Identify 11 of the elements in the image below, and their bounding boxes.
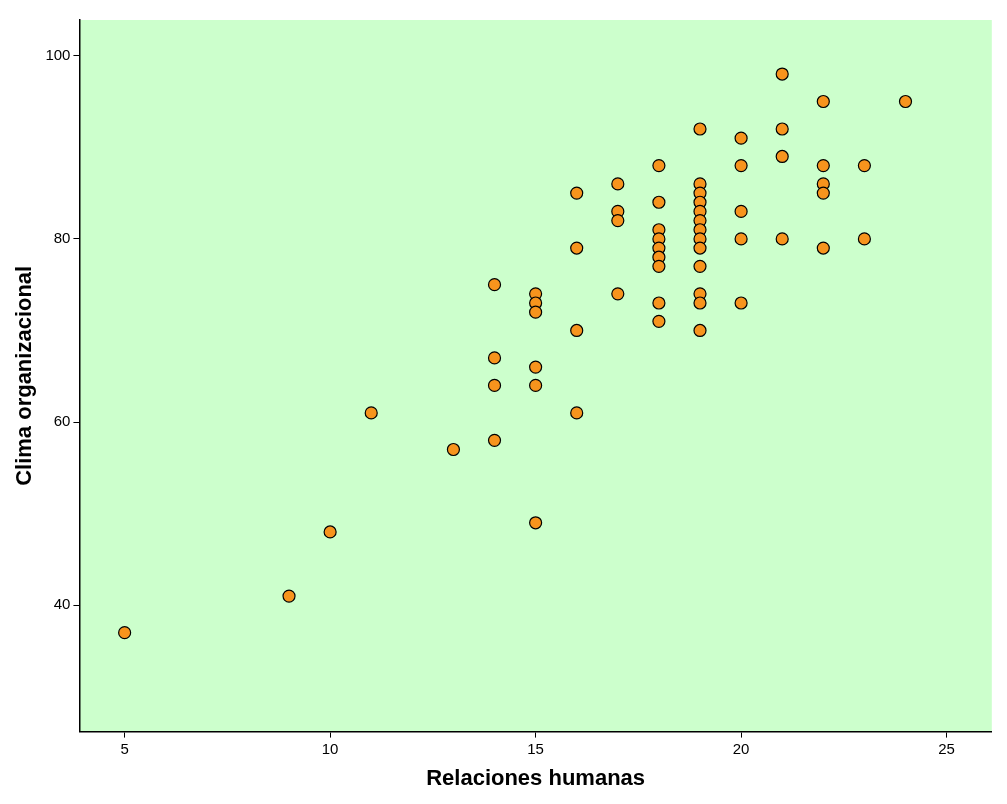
x-tick-label: 25 <box>938 739 955 757</box>
y-tick-label: 40 <box>53 595 71 613</box>
x-axis-title: Relaciones humanas <box>426 764 646 790</box>
x-tick-label: 15 <box>527 739 544 757</box>
y-tick-label: 60 <box>53 412 71 430</box>
y-tick-label: 80 <box>53 229 71 247</box>
x-tick-label: 5 <box>120 739 129 757</box>
x-tick-label: 10 <box>321 739 339 757</box>
y-axis-title: Clima organizacional <box>11 265 37 486</box>
x-tick-label: 20 <box>732 739 750 757</box>
y-tick-label: 100 <box>45 45 71 63</box>
